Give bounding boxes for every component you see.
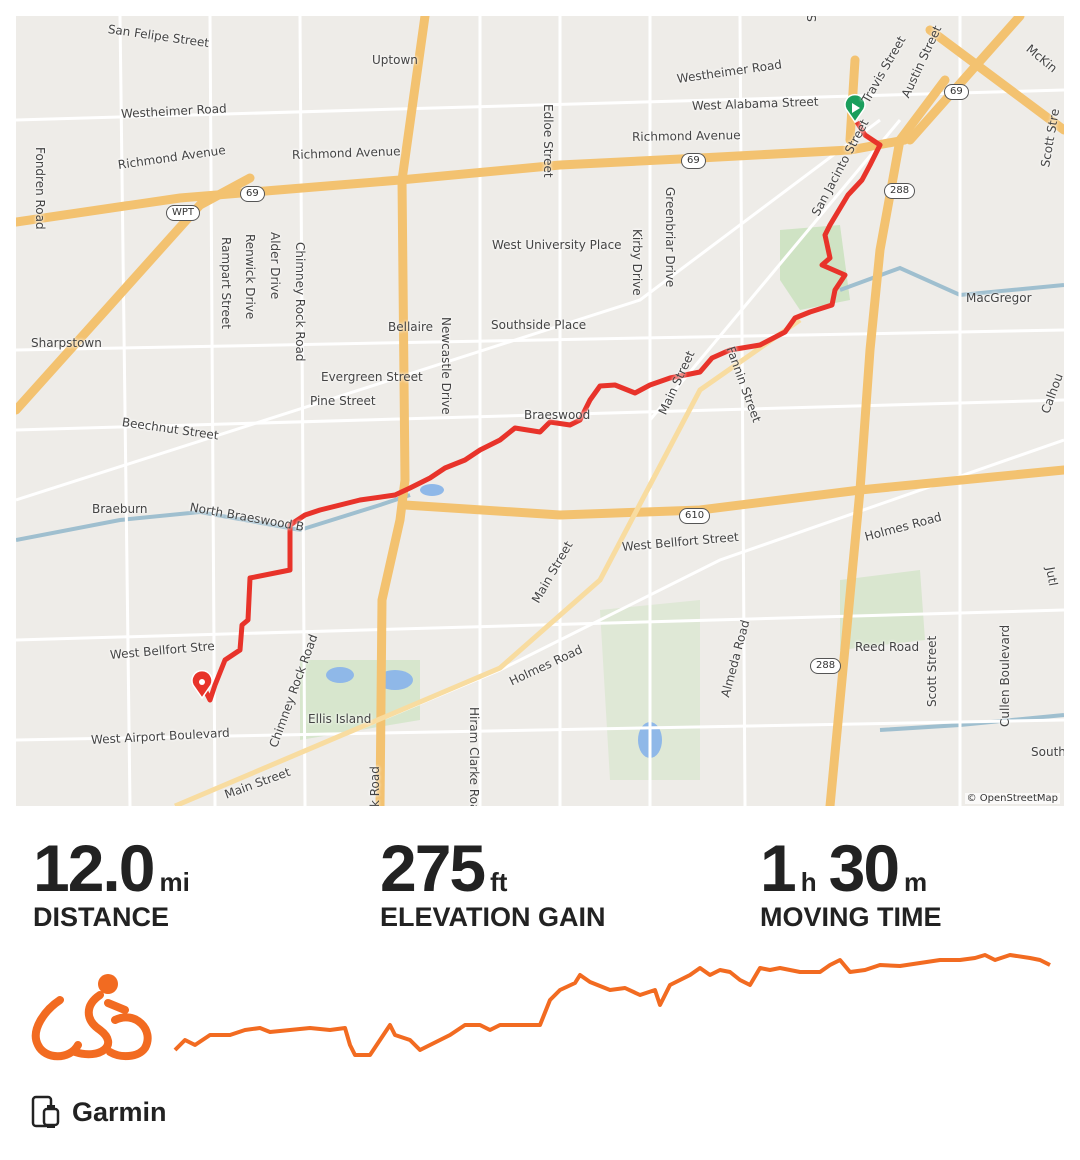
elevation-line (173, 953, 1051, 1057)
elevation-unit: ft (490, 867, 508, 897)
map-label: Uptown (372, 53, 418, 67)
map-label: Edloe Street (541, 104, 555, 178)
elevation-label: ELEVATION GAIN (380, 902, 606, 932)
map-label: Greenbriar Drive (663, 187, 677, 288)
map-label: Richmond Avenue (631, 128, 741, 144)
map-label: Chimney Rock Road (293, 242, 307, 362)
start-marker[interactable] (844, 93, 866, 124)
map-label: Cullen Boulevard (998, 624, 1012, 727)
map-label: Fondren Road (33, 147, 47, 230)
route-map: San Felipe Street Uptown Westheimer Road We… (16, 16, 1064, 806)
device-name: Garmin (72, 1096, 167, 1127)
map-label: Braeburn (92, 502, 148, 516)
highway-shield: 610 (679, 508, 711, 524)
elevation-stat: 275 ft ELEVATION GAIN (380, 830, 606, 933)
map-label: Pine Street (310, 394, 376, 408)
hours-unit: h (800, 867, 817, 897)
highway-shield: 288 (884, 183, 916, 199)
map-label: Sharpstown (31, 336, 102, 350)
map-label: Rampart Street (219, 237, 233, 330)
map-label: Alder Drive (268, 232, 282, 300)
map-main-street (174, 317, 802, 806)
moving-time-label: MOVING TIME (760, 902, 942, 932)
highway-shield: 69 (944, 84, 969, 100)
map-label: Stanford S (805, 16, 819, 22)
end-marker[interactable] (191, 669, 213, 700)
minutes-value: 30 (828, 831, 900, 905)
highway-shield: WPT (166, 205, 201, 221)
distance-stat: 12.0 mi DISTANCE (33, 830, 202, 933)
map-canvas (16, 16, 1064, 806)
play-icon (852, 103, 860, 113)
map-label: Evergreen Street (321, 370, 423, 384)
map-label: West University Place (492, 238, 622, 252)
minutes-unit: m (904, 867, 928, 897)
map-label: Braeswood (524, 408, 591, 422)
map-label: Renwick Drive (243, 234, 257, 320)
map-label: South (1031, 745, 1064, 759)
map-label: MacGregor (966, 291, 1032, 305)
moving-time-stat: 1 h 30 m MOVING TIME (760, 830, 942, 933)
phone-watch-icon (31, 1095, 60, 1128)
map-label: Hiram Clarke Road (467, 707, 481, 806)
map-label: Ellis Island (308, 712, 372, 726)
map-label: Southside Place (491, 318, 587, 332)
cycling-icon (31, 974, 152, 1061)
highway-shield: 69 (681, 153, 706, 169)
hours-value: 1 (760, 831, 797, 905)
device-info: Garmin (30, 1095, 167, 1129)
map-label: Newcastle Drive (439, 317, 453, 415)
map-label: Kirby Drive (630, 229, 644, 296)
map-attribution[interactable]: © OpenStreetMap (964, 793, 1060, 804)
map-label: Reed Road (855, 640, 920, 654)
route-line (202, 120, 883, 703)
map-label: k Road (368, 766, 382, 806)
distance-unit: mi (159, 867, 190, 897)
distance-value: 12.0 (33, 831, 155, 905)
distance-label: DISTANCE (33, 902, 170, 932)
map-label: Bellaire (388, 320, 434, 334)
map-highways (16, 16, 1064, 806)
elevation-value: 275 (380, 831, 486, 905)
highway-shield: 288 (810, 658, 842, 674)
highway-shield: 69 (240, 186, 265, 202)
map-label: Scott Street (925, 635, 939, 707)
